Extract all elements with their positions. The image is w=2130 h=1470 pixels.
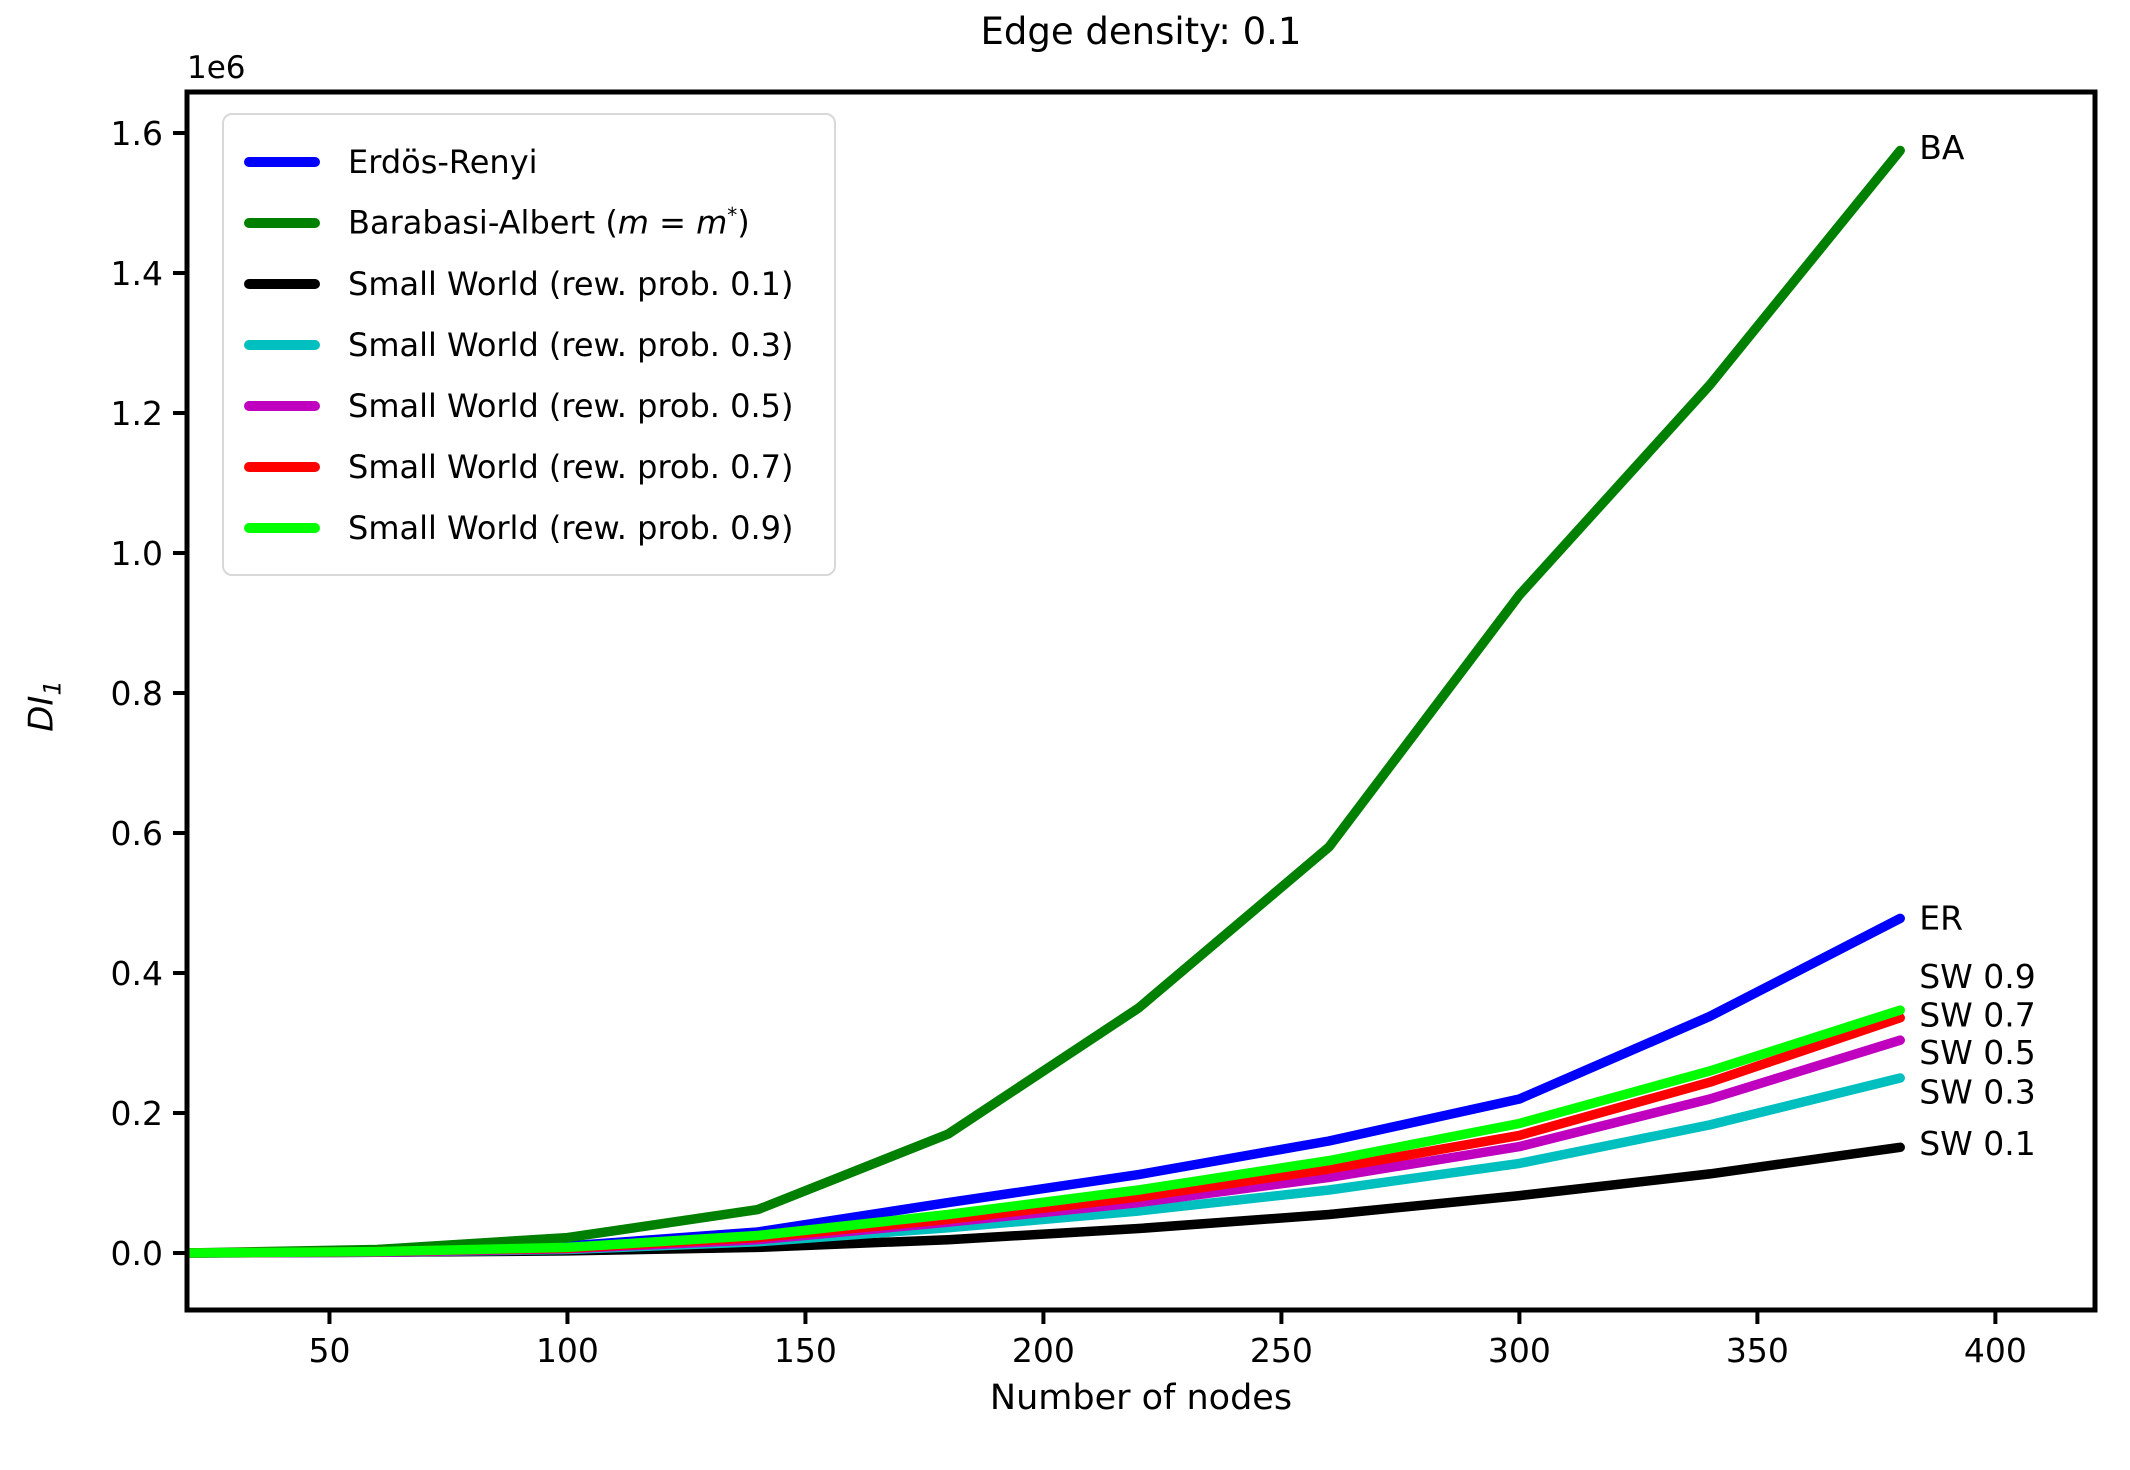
y-tick-label: 0.6	[111, 814, 163, 853]
line-end-label-sw-0-1: SW 0.1	[1919, 1124, 2036, 1163]
legend-swatch-icon	[244, 400, 320, 411]
line-end-label-sw-0-7: SW 0.7	[1919, 995, 2036, 1034]
legend-item-erd-s-renyi: Erdös-Renyi	[244, 131, 794, 192]
legend-item-label: Small World (rew. prob. 0.3)	[348, 325, 794, 364]
y-tick-label: 0.8	[111, 674, 163, 713]
x-tick-label: 150	[774, 1331, 837, 1370]
x-tick-label: 200	[1012, 1331, 1075, 1370]
legend-item-label: Small World (rew. prob. 0.1)	[348, 264, 794, 303]
y-tick-label: 1.4	[111, 254, 163, 293]
legend-item-label: Small World (rew. prob. 0.5)	[348, 386, 794, 425]
x-tick-label: 350	[1726, 1331, 1789, 1370]
legend-swatch-icon	[244, 156, 320, 167]
legend-item-barabasi-albert-m-m: Barabasi-Albert (m = m*)	[244, 192, 794, 253]
legend-item-small-world-rew-prob-0-5: Small World (rew. prob. 0.5)	[244, 375, 794, 436]
legend-swatch-icon	[244, 522, 320, 533]
legend-swatch-icon	[244, 339, 320, 350]
series-line-small-world-rew-prob-0-9	[187, 1005, 1905, 1258]
y-tick-label: 1.0	[111, 534, 163, 573]
chart-title: Edge density: 0.1	[980, 10, 1302, 53]
legend-swatch-icon	[244, 278, 320, 289]
legend-item-label: Erdös-Renyi	[348, 142, 538, 181]
x-tick-label: 300	[1488, 1331, 1551, 1370]
line-end-label-sw-0-3: SW 0.3	[1919, 1072, 2036, 1111]
legend-swatch-icon	[244, 217, 320, 228]
x-tick-label: 400	[1964, 1331, 2027, 1370]
axes-spines	[184, 89, 2098, 1313]
y-axis-offset-label: 1e6	[187, 50, 246, 86]
legend-item-label: Small World (rew. prob. 0.9)	[348, 508, 794, 547]
legend-item-label: Barabasi-Albert (m = m*)	[348, 203, 750, 242]
legend-box: Erdös-Renyi Barabasi-Albert (m = m*) Small…	[222, 113, 836, 576]
legend-swatch-icon	[244, 461, 320, 472]
x-tick-label: 50	[308, 1331, 350, 1370]
y-axis-label: DI1	[21, 680, 67, 732]
line-end-label-er: ER	[1919, 899, 1963, 938]
line-end-label-ba: BA	[1919, 128, 1965, 167]
line-end-label-sw-0-5: SW 0.5	[1919, 1033, 2036, 1072]
y-tick-label: 1.6	[111, 114, 163, 153]
y-tick-label: 0.4	[111, 954, 163, 993]
y-tick-label: 1.2	[111, 394, 163, 433]
series-line-barabasi-albert-m-m	[187, 145, 1905, 1258]
legend-item-small-world-rew-prob-0-1: Small World (rew. prob. 0.1)	[244, 253, 794, 314]
y-tick-label: 0.2	[111, 1094, 163, 1133]
line-end-label-sw-0-9: SW 0.9	[1919, 957, 2036, 996]
legend-item-small-world-rew-prob-0-7: Small World (rew. prob. 0.7)	[244, 436, 794, 497]
x-axis-label: Number of nodes	[989, 1378, 1293, 1418]
legend-item-small-world-rew-prob-0-9: Small World (rew. prob. 0.9)	[244, 497, 794, 558]
x-tick-label: 250	[1250, 1331, 1313, 1370]
y-tick-label: 0.0	[111, 1234, 163, 1273]
x-tick-label: 100	[536, 1331, 599, 1370]
legend-item-label: Small World (rew. prob. 0.7)	[348, 447, 794, 486]
legend-item-small-world-rew-prob-0-3: Small World (rew. prob. 0.3)	[244, 314, 794, 375]
